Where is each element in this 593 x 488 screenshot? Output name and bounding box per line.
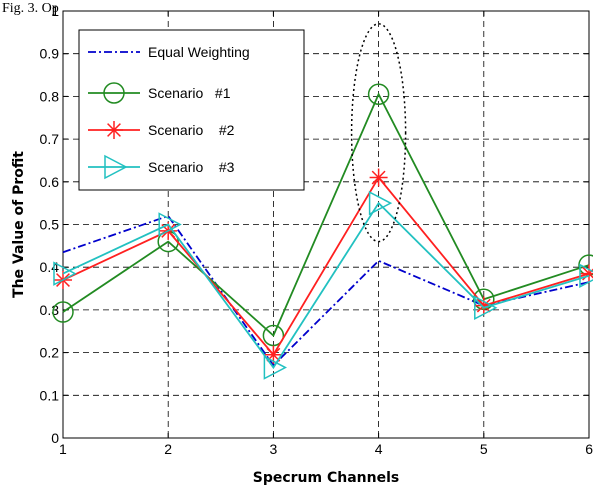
marker-asterisk [105, 121, 123, 139]
annotations [350, 23, 407, 243]
marker-triangle [579, 263, 593, 288]
series-line [62, 92, 590, 338]
legend-entry-2: Scenario #1 [88, 82, 231, 104]
x-tick-label: 1 [59, 441, 67, 457]
series-3 [54, 168, 593, 364]
legend-entry-1: Equal Weighting [88, 44, 250, 60]
series-line [62, 175, 590, 357]
marker-circle [262, 324, 285, 347]
x-tick-label: 6 [585, 441, 593, 457]
legend-box [78, 29, 305, 191]
series-line [62, 214, 590, 367]
y-tick-label: 0.1 [40, 387, 60, 403]
y-axis-label: The Value of Profit [11, 151, 27, 298]
series-1 [62, 214, 590, 367]
marker-circle [103, 82, 125, 104]
y-tick-label: 0.5 [40, 217, 60, 233]
marker-triangle [368, 190, 393, 216]
x-axis-label: Specrum Channels [253, 470, 399, 486]
legend-entry-4: Scenario #3 [88, 154, 235, 180]
legend: Equal Weighting Scenario #1 Scenario #2 Sce… [78, 29, 305, 191]
y-tick-label: 0.7 [40, 131, 60, 147]
marker-circle [367, 83, 390, 106]
marker-triangle [158, 212, 182, 237]
y-tick-label: 0.2 [40, 345, 60, 361]
marker-triangle [104, 154, 128, 180]
highlight-ellipse [350, 23, 407, 243]
figure-caption: Fig. 3. Op [2, 1, 59, 16]
y-tick-label: 0.9 [40, 46, 60, 62]
asterisk-stroke [371, 170, 386, 185]
marker-asterisk [369, 168, 388, 187]
y-tick-label: 0.4 [40, 259, 60, 275]
asterisk-stroke [476, 298, 491, 313]
marker-circle [52, 301, 74, 323]
legend-entry-3: Scenario #2 [88, 121, 235, 139]
asterisk-stroke [107, 123, 121, 137]
legend-label: Scenario #2 [148, 122, 235, 138]
y-tick-label: 1 [51, 3, 59, 19]
legend-label: Scenario #1 [148, 85, 231, 101]
legend-label: Equal Weighting [148, 44, 250, 60]
x-tick-label: 5 [480, 441, 488, 457]
series-line [62, 201, 590, 370]
y-tick-label: 0.6 [40, 174, 60, 190]
marker-triangle [263, 355, 288, 380]
series-group [52, 83, 593, 380]
x-tick-label: 3 [270, 441, 278, 457]
marker-triangle [474, 295, 498, 321]
series-4 [53, 190, 593, 380]
y-tick-label: 0 [51, 430, 59, 446]
x-tick-label: 4 [375, 441, 383, 457]
legend-label: Scenario #3 [148, 159, 235, 175]
x-tick-label: 2 [164, 441, 172, 457]
y-tick-label: 0.8 [40, 88, 60, 104]
x-axis-ticks: 1 2 3 4 5 6 [59, 11, 593, 457]
marker-triangle [53, 261, 77, 286]
